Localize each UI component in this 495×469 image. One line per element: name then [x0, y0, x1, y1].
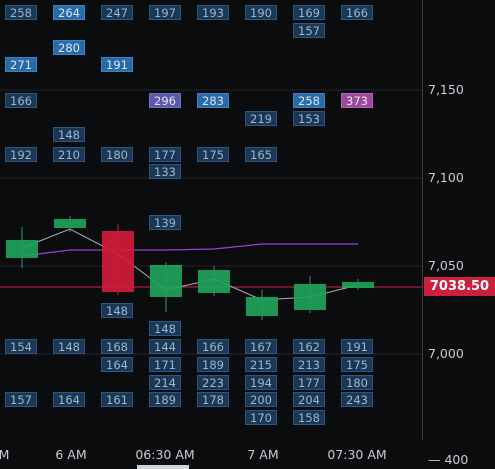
volume-cell: 168 — [101, 339, 133, 354]
volume-cell: 264 — [53, 5, 85, 20]
x-label-0: M — [0, 447, 10, 462]
volume-cell: 204 — [293, 392, 325, 407]
volume-cell: 157 — [293, 23, 325, 38]
y-label-7100: 7,100 — [428, 170, 464, 185]
volume-cell: 133 — [149, 164, 181, 179]
volume-cell: 169 — [293, 5, 325, 20]
volume-cell: 166 — [5, 93, 37, 108]
volume-cell: 166 — [341, 5, 373, 20]
volume-cell: 214 — [149, 375, 181, 390]
volume-cell: 180 — [101, 147, 133, 162]
volume-cell: 177 — [149, 147, 181, 162]
volume-cell: 191 — [341, 339, 373, 354]
y-label-7050: 7,050 — [428, 258, 464, 273]
average-line — [21, 243, 358, 257]
volume-cell: 148 — [101, 303, 133, 318]
volume-cell: 148 — [53, 127, 85, 142]
corner-label: — 400 — [428, 452, 469, 467]
x-label-2: 06:30 AM — [135, 447, 195, 462]
volume-cell: 167 — [245, 339, 277, 354]
candle-body-3 — [150, 265, 182, 297]
volume-cell: 157 — [5, 392, 37, 407]
volume-cell: 153 — [293, 111, 325, 126]
volume-cell: 215 — [245, 357, 277, 372]
x-label-3: 7 AM — [247, 447, 279, 462]
volume-cell: 175 — [197, 147, 229, 162]
volume-cell: 175 — [341, 357, 373, 372]
volume-cell: 247 — [101, 5, 133, 20]
candle-body-0 — [6, 240, 38, 258]
volume-cell: 162 — [293, 339, 325, 354]
volume-cell: 161 — [101, 392, 133, 407]
y-label-7000: 7,000 — [428, 346, 464, 361]
volume-cell: 166 — [197, 339, 229, 354]
volume-cell: 189 — [149, 392, 181, 407]
last-price-tag: 7038.50 — [424, 277, 495, 296]
volume-cell: 148 — [53, 339, 85, 354]
volume-cell: 194 — [245, 375, 277, 390]
chart-plot-area[interactable]: 258 264 247 197 193 190 169 166 157 280 271 191 166 2… — [0, 0, 423, 440]
volume-cell: 219 — [245, 111, 277, 126]
volume-cell: 164 — [101, 357, 133, 372]
volume-cell: 177 — [293, 375, 325, 390]
volume-cell: 258 — [293, 93, 325, 108]
volume-cell: 139 — [149, 215, 181, 230]
volume-cell: 258 — [5, 5, 37, 20]
y-label-7150: 7,150 — [428, 82, 464, 97]
volume-cell: 223 — [197, 375, 229, 390]
volume-cell: 197 — [149, 5, 181, 20]
x-axis-scroll-handle[interactable] — [137, 465, 189, 469]
volume-cell: 164 — [53, 392, 85, 407]
chart-svg — [0, 89, 422, 355]
candle-body-1 — [54, 219, 86, 228]
candle-body-7 — [342, 282, 374, 288]
volume-cell: 271 — [5, 57, 37, 72]
volume-cell: 189 — [197, 357, 229, 372]
volume-cell: 148 — [149, 321, 181, 336]
volume-cell: 144 — [149, 339, 181, 354]
candle-body-2 — [102, 231, 134, 292]
volume-cell: 154 — [5, 339, 37, 354]
x-label-1: 6 AM — [55, 447, 87, 462]
volume-cell: 158 — [293, 410, 325, 425]
x-label-4: 07:30 AM — [327, 447, 387, 462]
candle-body-6 — [294, 284, 326, 310]
volume-cell: 180 — [341, 375, 373, 390]
volume-cell: 280 — [53, 40, 85, 55]
volume-cell: 193 — [197, 5, 229, 20]
volume-cell: 170 — [245, 410, 277, 425]
volume-cell: 243 — [341, 392, 373, 407]
volume-cell: 210 — [53, 147, 85, 162]
volume-cell: 191 — [101, 57, 133, 72]
volume-cell: 190 — [245, 5, 277, 20]
candle-body-5 — [246, 297, 278, 316]
volume-cell: 213 — [293, 357, 325, 372]
volume-cell: 373 — [341, 93, 373, 108]
volume-cell: 178 — [197, 392, 229, 407]
volume-cell: 283 — [197, 93, 229, 108]
volume-cell: 171 — [149, 357, 181, 372]
volume-cell: 200 — [245, 392, 277, 407]
volume-cell: 165 — [245, 147, 277, 162]
candle-body-4 — [198, 270, 230, 293]
volume-cell: 296 — [149, 93, 181, 108]
volume-cell: 192 — [5, 147, 37, 162]
